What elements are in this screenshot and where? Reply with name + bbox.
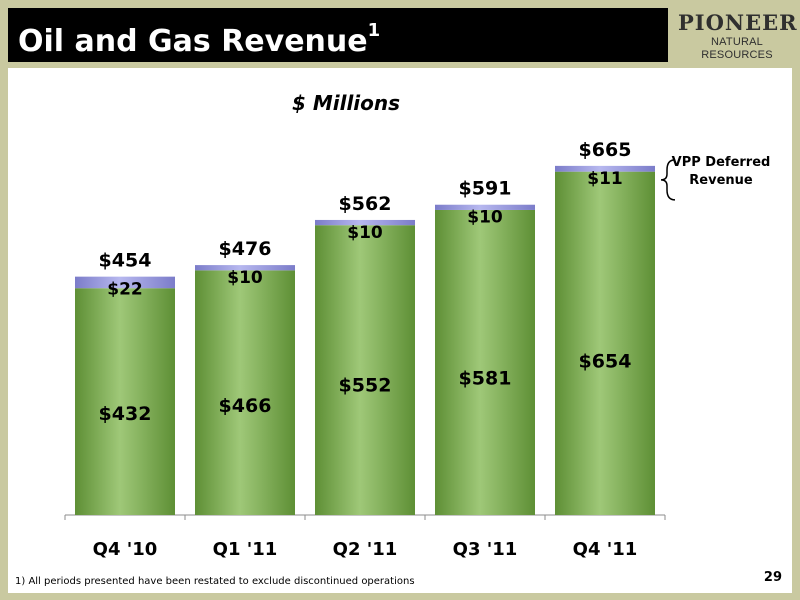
bar-segment-base <box>75 288 175 515</box>
data-label-total: $665 <box>579 139 632 161</box>
data-label-total: $454 <box>99 250 152 272</box>
logo-subtitle: NATURAL RESOURCES <box>701 36 773 61</box>
data-label-deferred: $10 <box>467 208 503 228</box>
revenue-chart: $ Millions $432 $22 $454 Q4 '10 $466 $10 $476 Q1… <box>64 91 771 560</box>
x-tick-label: Q1 '11 <box>213 539 278 560</box>
data-label-deferred: $22 <box>107 280 143 300</box>
data-label-base: $581 <box>459 368 512 390</box>
page-title-text: Oil and Gas Revenue <box>18 24 368 59</box>
x-tick-label: Q3 '11 <box>453 539 518 560</box>
data-label-base: $432 <box>99 403 152 425</box>
x-tick-label: Q4 '10 <box>93 539 158 560</box>
page-title: Oil and Gas Revenue1 <box>18 17 380 60</box>
x-tick-label: Q2 '11 <box>333 539 398 560</box>
data-label-deferred: $10 <box>227 268 263 288</box>
x-tick-label: Q4 '11 <box>573 539 638 560</box>
bar-segment-deferred <box>555 165 655 172</box>
bar-segment-base <box>435 209 535 515</box>
data-label-base: $552 <box>339 375 392 397</box>
data-label-deferred: $11 <box>587 169 623 189</box>
annotation-label-line-1: VPP Deferred <box>672 155 771 170</box>
pioneer-logo: PIONEER NATURAL RESOURCES <box>678 10 798 61</box>
annotation-brace <box>660 159 676 201</box>
data-label-total: $591 <box>459 178 512 200</box>
chart-title: $ Millions <box>292 91 400 115</box>
bar-segment-base <box>195 270 295 515</box>
data-label-total: $476 <box>219 238 272 260</box>
footnote-marker: 1 <box>367 20 381 41</box>
bar-segment-base <box>555 171 655 515</box>
title-bar: Oil and Gas Revenue1 <box>8 8 668 62</box>
logo-name: PIONEER <box>678 10 798 35</box>
footnote: 1) All periods presented have been resta… <box>15 576 415 587</box>
page-number: 29 <box>763 570 782 585</box>
bar-segment-deferred <box>315 219 415 226</box>
bar-segment-deferred <box>75 276 175 289</box>
data-label-base: $654 <box>579 350 632 372</box>
annotation-label-line-2: Revenue <box>689 173 753 188</box>
bar-segment-deferred <box>435 204 535 210</box>
data-label-base: $466 <box>219 395 272 417</box>
bar-segment-base <box>315 225 415 515</box>
chart-panel: $ Millions $432 $22 $454 Q4 '10 $466 $10 $476 Q1… <box>8 68 792 593</box>
bar-segment-deferred <box>195 265 295 271</box>
data-label-total: $562 <box>339 193 392 215</box>
data-label-deferred: $10 <box>347 223 383 243</box>
